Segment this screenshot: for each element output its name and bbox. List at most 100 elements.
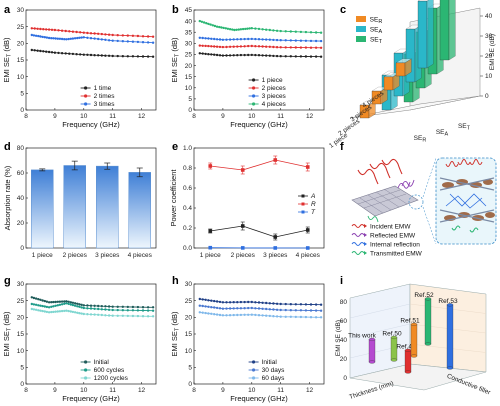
series-line-1	[210, 159, 308, 171]
data-point	[30, 307, 33, 311]
y-tick-label: 80	[17, 145, 25, 152]
data-point	[50, 37, 53, 40]
x-axis-label: Thickness (mm)	[348, 380, 394, 401]
x-tick-label: 12	[306, 113, 314, 120]
data-point	[221, 45, 225, 49]
z-tick-label: 80	[340, 299, 348, 306]
data-point	[89, 32, 93, 35]
data-point	[272, 29, 275, 32]
y-axis-label: Power coefficient	[169, 169, 178, 227]
data-point	[30, 27, 33, 30]
data-point	[146, 309, 150, 312]
chart-e: 0.0 0.2 0.4 0.6 0.8 1.0 Power coefficient 1 pie…	[169, 145, 325, 259]
data-point	[151, 309, 155, 312]
data-point	[60, 37, 64, 41]
legend-label: 1 piece	[262, 77, 283, 84]
data-point	[100, 308, 104, 311]
data-point	[248, 27, 251, 30]
data-point	[104, 305, 107, 308]
data-point	[299, 30, 303, 34]
data-point	[208, 245, 213, 250]
legend-wave	[351, 224, 365, 228]
legend-wave	[351, 242, 365, 246]
x-axis-label: Frequency (GHz)	[62, 120, 120, 129]
data-point	[50, 305, 53, 308]
bar-base	[446, 366, 454, 370]
data-point	[294, 30, 297, 33]
y-tick-label: 30	[185, 41, 193, 48]
data-point	[69, 301, 73, 304]
data-point	[47, 36, 51, 40]
data-point	[136, 34, 140, 38]
data-point	[261, 45, 264, 48]
data-point	[63, 38, 66, 41]
legend-marker	[84, 102, 88, 106]
data-point	[246, 27, 249, 30]
data-point	[60, 29, 64, 32]
data-point	[235, 28, 238, 31]
x-tick-label: 4 pieces	[296, 252, 321, 259]
bar-base	[424, 342, 432, 346]
data-point	[104, 33, 107, 36]
data-point	[228, 54, 232, 57]
data-point	[284, 308, 287, 312]
bar-base	[390, 358, 398, 362]
data-point	[213, 24, 217, 28]
bar-Ref.51	[410, 324, 418, 357]
data-point	[213, 313, 216, 316]
data-point	[272, 45, 275, 49]
data-point	[73, 311, 77, 314]
column-label: SEA	[436, 129, 449, 138]
bar-base	[410, 354, 418, 358]
data-point	[221, 54, 225, 57]
legend-label: 2 times	[94, 93, 116, 100]
y-tick-label: 0.6	[183, 185, 192, 192]
data-point	[289, 309, 292, 312]
data-point	[210, 53, 213, 56]
data-point	[42, 28, 45, 31]
data-point	[232, 313, 235, 317]
data-point	[47, 306, 51, 309]
data-point	[265, 45, 268, 48]
data-point	[294, 309, 297, 312]
data-point	[68, 30, 71, 33]
data-point	[232, 38, 235, 41]
bar-cap	[410, 322, 418, 326]
data-point	[30, 296, 33, 299]
x-tick-label: 10	[80, 113, 88, 120]
data-point	[261, 301, 264, 304]
column-label: SER	[414, 135, 427, 144]
x-axis-label: Frequency (GHz)	[230, 394, 288, 403]
data-point	[126, 314, 129, 318]
y-tick-label: 25	[185, 52, 193, 59]
data-point	[107, 33, 111, 36]
bar-label: Ref.51	[400, 317, 420, 324]
data-point	[294, 55, 297, 58]
x-tick-label: 11	[277, 387, 284, 394]
data-point	[279, 308, 282, 312]
data-point	[43, 310, 46, 313]
data-point	[221, 38, 225, 41]
data-point	[60, 309, 64, 313]
y-tick-label: 35	[185, 29, 193, 36]
data-point	[39, 35, 42, 38]
x-axis-label: Frequency (GHz)	[230, 120, 288, 129]
data-point	[39, 49, 42, 53]
data-point	[141, 306, 145, 309]
data-point	[275, 46, 279, 49]
data-point	[304, 46, 308, 49]
y-tick-label: 25	[17, 24, 25, 31]
data-point	[54, 300, 57, 304]
data-point	[76, 36, 79, 40]
data-point	[319, 55, 323, 58]
y-tick-label: 10	[17, 74, 25, 81]
data-point	[309, 39, 313, 43]
data-point	[239, 45, 243, 48]
data-point	[261, 28, 264, 31]
data-point	[34, 303, 38, 306]
data-point	[204, 37, 207, 40]
z-tick-label: 40	[485, 13, 493, 20]
data-point	[239, 300, 243, 304]
data-point	[275, 38, 279, 42]
x-tick-label: 8	[24, 387, 28, 394]
